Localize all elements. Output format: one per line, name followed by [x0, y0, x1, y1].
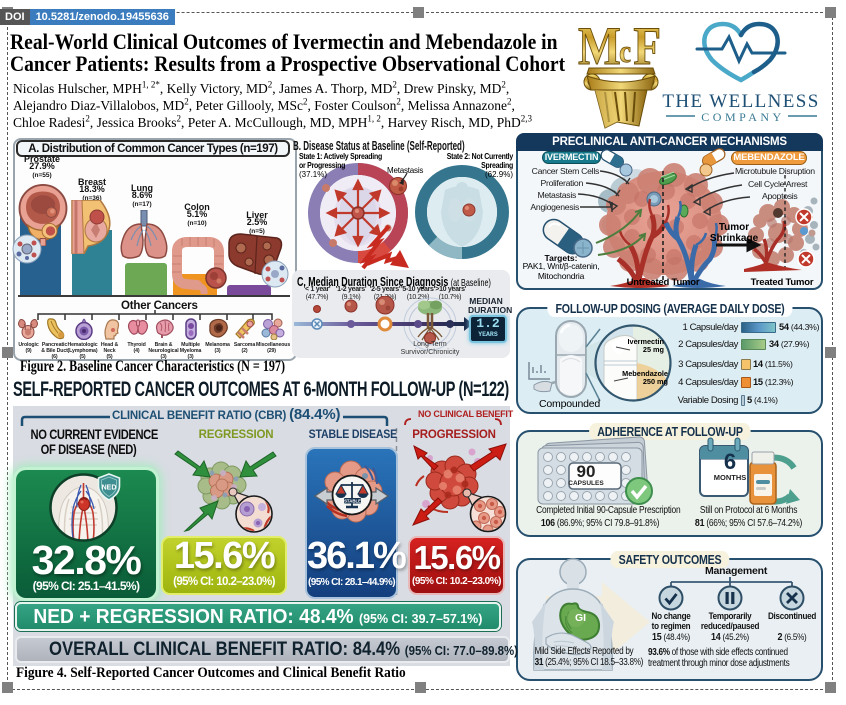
svg-text:NED: NED	[102, 485, 117, 492]
svg-text:F: F	[633, 22, 661, 76]
svg-text:M: M	[578, 22, 621, 76]
svg-text:c: c	[619, 35, 631, 70]
svg-text:COMPANY: COMPANY	[701, 110, 784, 124]
svg-text:THE WELLNESS: THE WELLNESS	[662, 91, 819, 112]
svg-text:STABLE: STABLE	[344, 499, 361, 504]
